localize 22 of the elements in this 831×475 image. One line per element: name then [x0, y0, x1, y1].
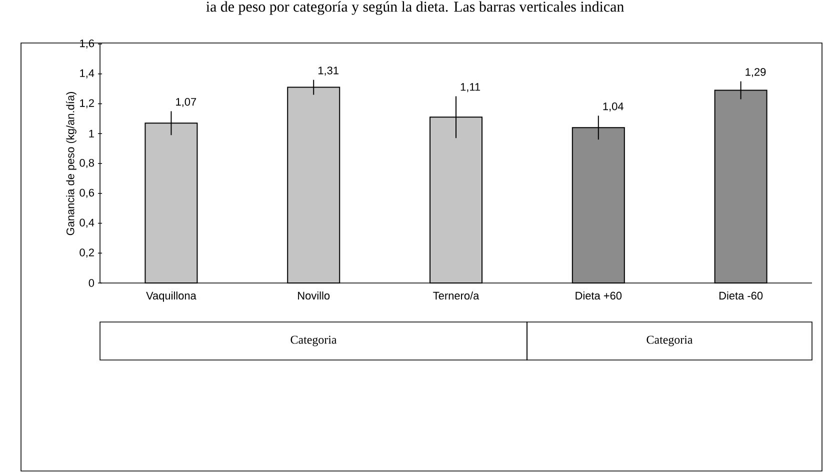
x-tick-label: Novillo — [298, 292, 330, 300]
y-tick-label: 0,6 — [80, 188, 94, 198]
text: Categoria — [290, 336, 337, 346]
data-label: 1,11 — [460, 83, 480, 92]
y-tick-label: 0,8 — [80, 158, 94, 168]
y-tick-label: 1,4 — [80, 69, 94, 78]
data-label: 1,07 — [176, 98, 196, 108]
x-tick-label: Dieta -60 — [719, 292, 763, 300]
y-tick-label: 0,4 — [80, 218, 94, 228]
x-tick-label: Vaquillona — [146, 292, 196, 302]
y-tick-label: 0,2 — [80, 248, 94, 258]
y-tick-label: 1,2 — [80, 99, 94, 108]
y-tick-label: 0 — [88, 279, 94, 287]
x-tick-label: Dieta +60 — [576, 292, 622, 300]
chart-title: ia de peso por categoría y según la dieta. Las barras verticales indican — [206, 1, 624, 15]
data-label: 1,04 — [603, 102, 624, 112]
y-axis-title: Ganancia de peso (kg/an.día) — [66, 92, 76, 236]
data-label: 1,29 — [746, 68, 766, 78]
text: Categoria — [646, 336, 693, 346]
x-tick-label: Ternero/a — [433, 292, 480, 300]
y-tick-label: 1 — [89, 130, 94, 138]
data-label: 1,31 — [318, 66, 338, 76]
